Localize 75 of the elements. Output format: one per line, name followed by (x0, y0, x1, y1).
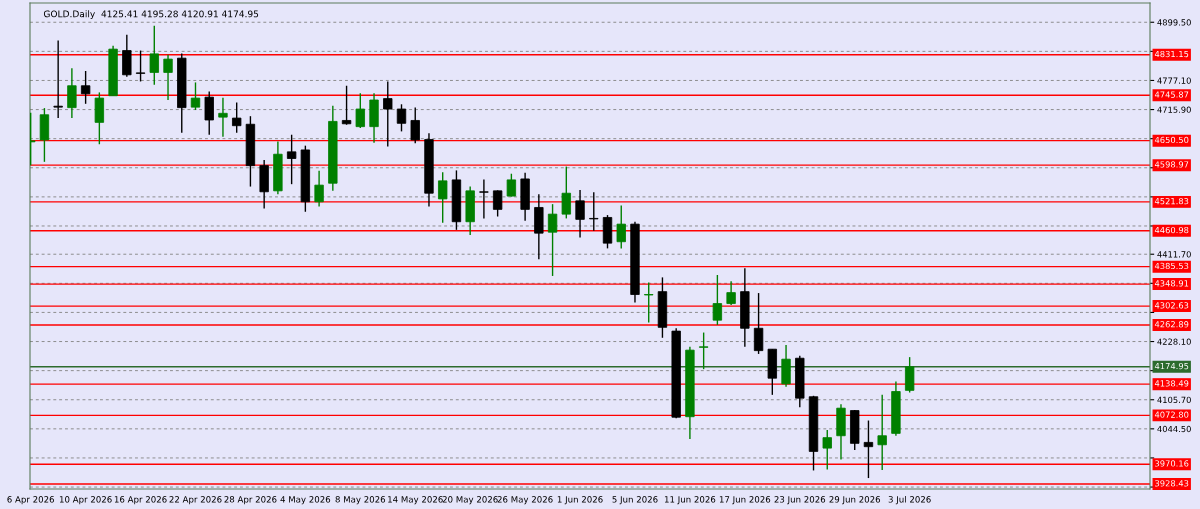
ref-line-label: 4348.91 (1154, 280, 1189, 287)
candlestick (438, 171, 448, 224)
candlestick (644, 281, 654, 324)
x-tick-label: 1 Jun 2026 (557, 496, 603, 505)
candlestick (575, 189, 585, 239)
candlestick (314, 170, 324, 208)
candlestick (383, 80, 393, 148)
candlestick (753, 292, 764, 355)
ref-line-label: 4831.15 (1154, 50, 1189, 58)
y-tick-label: 4899.50 (1157, 19, 1191, 26)
x-tick-label: 16 Apr 2026 (114, 496, 167, 505)
x-tick-label: 10 Apr 2026 (59, 496, 112, 505)
ref-line-label: 4262.89 (1154, 321, 1189, 328)
candlestick (190, 81, 201, 111)
x-tick-label: 14 May 2026 (388, 496, 443, 505)
candlestick (232, 101, 242, 134)
candlestick (561, 165, 571, 220)
x-tick-label: 11 Jun 2026 (664, 496, 716, 505)
candlestick (396, 103, 407, 133)
candlestick (149, 25, 159, 86)
y-tick-label: 4411.70 (1157, 251, 1191, 258)
candlestick (877, 394, 887, 471)
candlestick (492, 189, 503, 218)
ref-line-label: 4385.53 (1154, 262, 1189, 270)
candlestick (53, 39, 63, 119)
ref-line-label: 4174.95 (1154, 362, 1189, 370)
candlestick (863, 419, 874, 479)
candlestick (67, 67, 77, 119)
ref-line-label: 4302.63 (1154, 302, 1189, 309)
x-tick-label: 23 Jun 2026 (774, 496, 826, 505)
x-tick-label: 28 Apr 2026 (224, 496, 277, 505)
candlestick (204, 90, 214, 136)
x-tick-label: 22 Apr 2026 (169, 496, 222, 505)
y-tick-label: 4105.70 (1157, 396, 1191, 404)
candlestick (341, 85, 352, 126)
ref-line-label: 3928.43 (1155, 480, 1189, 487)
candlestick (286, 134, 297, 185)
candlestick (547, 203, 558, 277)
y-tick-label: 4044.50 (1157, 425, 1191, 433)
ref-line-label: 4072.80 (1154, 411, 1189, 418)
candlestick (616, 204, 626, 250)
x-tick-label: 17 Jun 2026 (719, 496, 771, 505)
ref-line-label: 4138.49 (1154, 380, 1189, 387)
text: GOLD.Daily 4125.41 4195.28 4120.91 4174.95 (43, 10, 259, 20)
ref-line-label: 4745.87 (1154, 91, 1189, 98)
candlestick (135, 49, 146, 83)
ref-line-label: 4521.83 (1154, 197, 1189, 205)
x-tick-label: 20 May 2026 (442, 496, 498, 505)
candlestick (712, 274, 723, 326)
x-tick-label: 29 Jun 2026 (829, 496, 881, 505)
candlestick (479, 178, 489, 220)
x-tick-label: 8 May 2026 (335, 496, 386, 505)
candlestick (410, 106, 420, 144)
x-tick-label: 26 May 2026 (497, 496, 553, 505)
x-tick-label: 6 Apr 2026 (7, 496, 55, 505)
ref-line-label: 4460.98 (1154, 226, 1189, 234)
candlestick (726, 280, 736, 306)
candlestick (218, 96, 228, 138)
candlestick (80, 70, 91, 105)
y-tick-label: 4715.90 (1157, 106, 1191, 113)
candlestick (355, 92, 365, 129)
candlestick (506, 173, 517, 198)
y-tick-label: 4228.10 (1157, 338, 1191, 345)
x-tick-label: 5 Jun 2026 (612, 496, 658, 505)
candlestick (698, 331, 709, 370)
candlestick (589, 191, 599, 232)
ref-line-label: 4650.50 (1154, 136, 1189, 144)
ref-line-label: 3970.16 (1155, 460, 1189, 467)
y-tick-label: 4777.10 (1157, 77, 1191, 84)
candlestick (163, 54, 173, 101)
x-tick-label: 4 May 2026 (280, 496, 331, 505)
x-tick-label: 3 Jul 2026 (888, 495, 931, 505)
candlestick (822, 429, 832, 471)
ref-line-label: 4598.97 (1154, 161, 1189, 168)
candlestick (904, 356, 915, 394)
